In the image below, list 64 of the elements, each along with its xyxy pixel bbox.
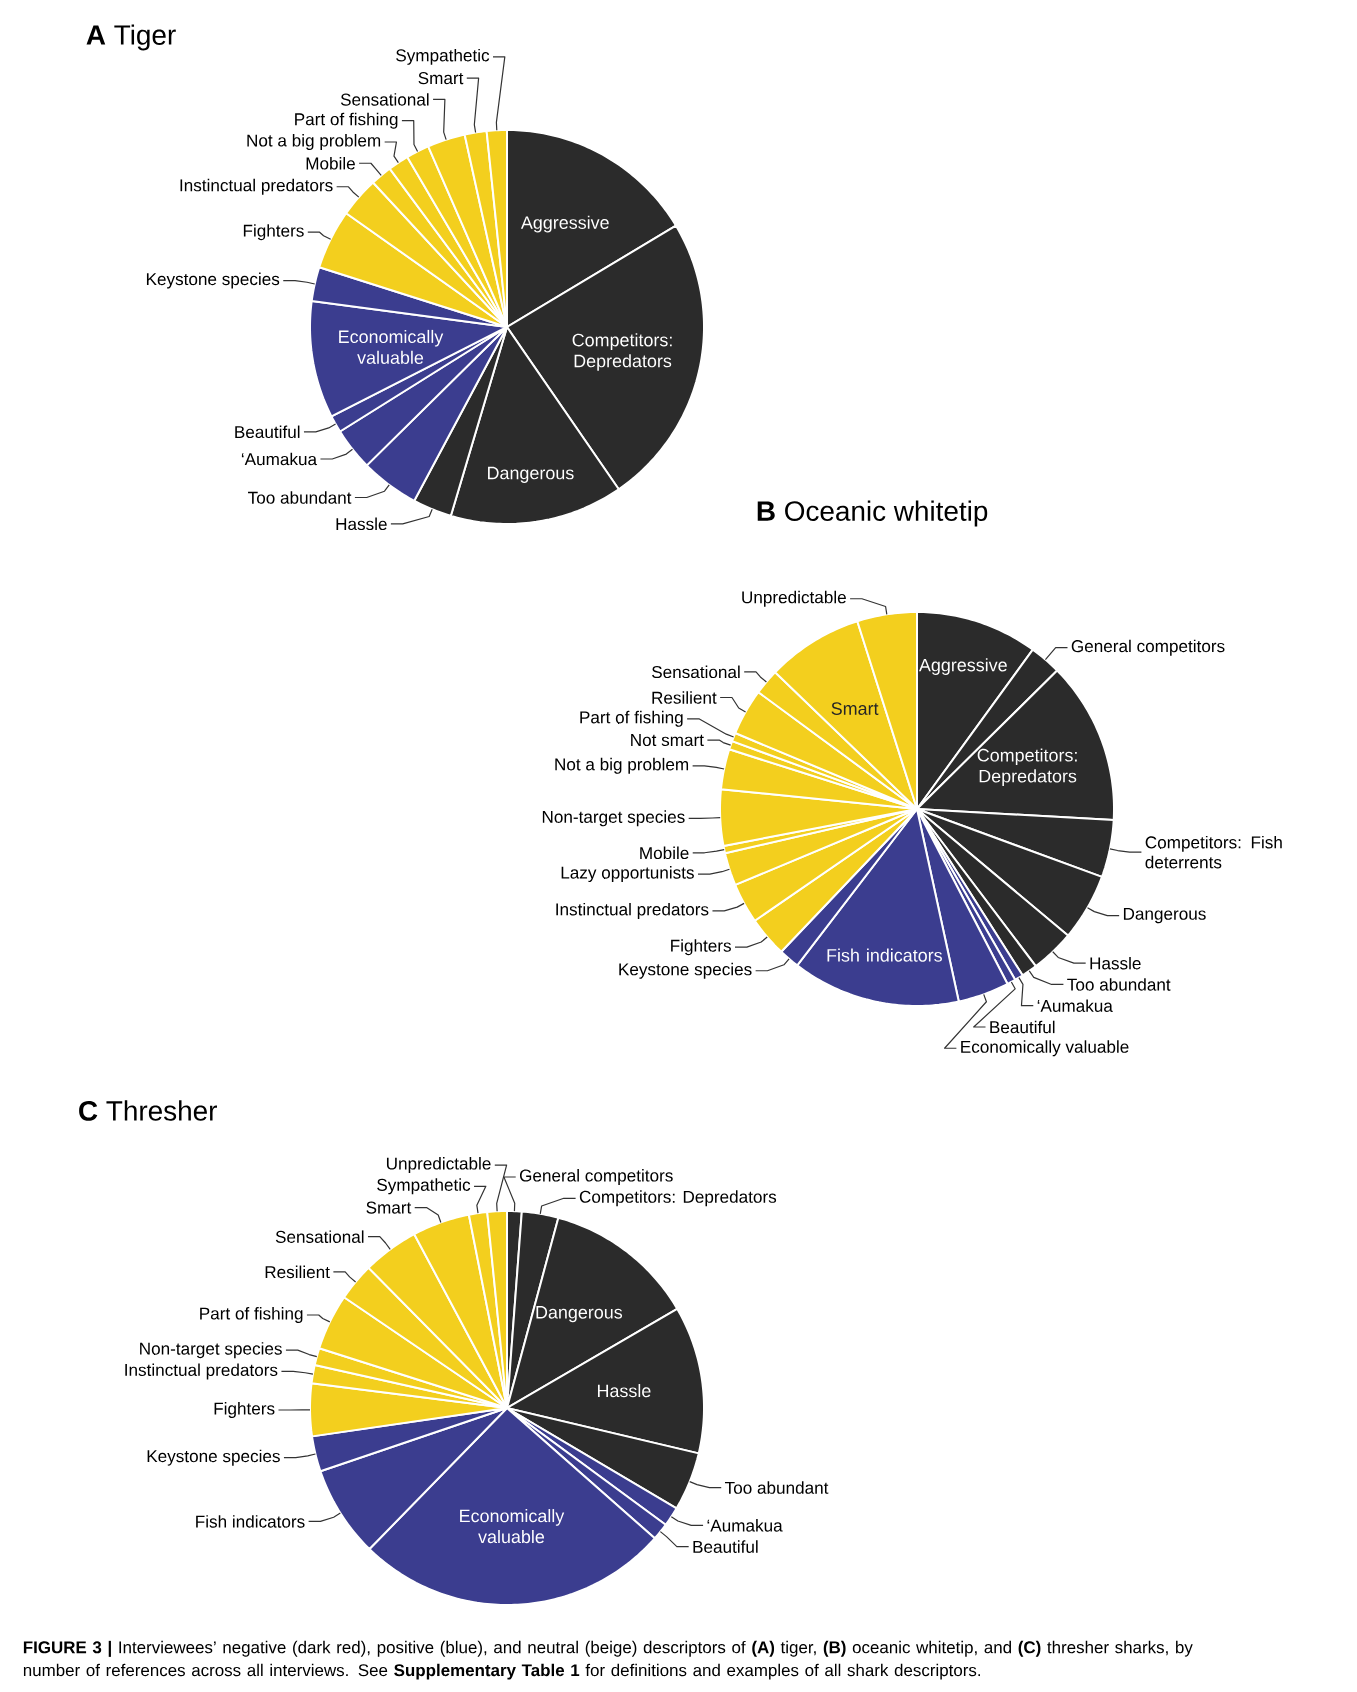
slice-label: Mobile: [640, 846, 689, 860]
slice-label: General competitors: [1071, 639, 1225, 656]
slice-label: Dangerous: [1123, 907, 1206, 924]
slice-label: Lazy opportunists: [561, 866, 694, 883]
slice-label: Resilient: [652, 691, 717, 704]
slice-label: Fighters: [243, 224, 304, 241]
slice-label: Mobile: [306, 156, 355, 170]
slice-label: Competitors: Depredators: [572, 333, 672, 371]
chart-title: B Oceanic whitetip: [757, 500, 988, 527]
slice-label: ‘Aumakua: [707, 1519, 783, 1532]
slice-label: Sensational: [652, 665, 740, 679]
slice-label: Aggressive: [520, 215, 609, 233]
slice-label: Hassle: [1090, 956, 1141, 970]
slice-label: Instinctual predators: [180, 178, 333, 195]
slice-label: Not a big problem: [247, 134, 381, 150]
slice-label: Economically valuable: [460, 1509, 565, 1544]
slice-label: Instinctual predators: [556, 902, 709, 919]
slice-label: Unpredictable: [386, 1157, 491, 1174]
slice-label: General competitors: [519, 1169, 673, 1185]
slice-label: Dangerous: [536, 1306, 623, 1323]
slice-label: Part of fishing: [580, 710, 683, 727]
slice-label: Beautiful: [990, 1020, 1055, 1034]
slice-label: Part of fishing: [200, 1307, 303, 1323]
slice-label: Instinctual predators: [125, 1363, 278, 1380]
slice-label: Too abundant: [1067, 978, 1171, 991]
slice-label: Competitors: Depredators: [977, 748, 1077, 787]
slice-label: Fighters: [214, 1402, 275, 1418]
slice-label: Fish indicators: [196, 1515, 305, 1528]
chart-title: C Thresher: [79, 1100, 217, 1121]
slice-label: Competitors: Fish deterrents: [1145, 835, 1282, 869]
chart-title: A Tiger: [86, 24, 176, 51]
slice-label: Beautiful: [235, 425, 300, 439]
slice-label: Aggressive: [918, 658, 1007, 675]
slice-label: Keystone species: [619, 962, 752, 979]
slice-label: Dangerous: [488, 466, 574, 483]
slice-label: Part of fishing: [295, 112, 398, 129]
slice-label: Smart: [418, 72, 464, 85]
slice-label: Sensational: [340, 93, 429, 106]
slice-label: ‘Aumakua: [241, 452, 318, 466]
slice-label: Too abundant: [248, 491, 352, 504]
slice-label: Not a big problem: [555, 757, 689, 774]
slice-label: Economically valuable: [961, 1040, 1129, 1057]
slice-label: Non-target species: [140, 1342, 282, 1359]
slice-label: Not smart: [631, 734, 704, 747]
slice-label: Non-target species: [542, 810, 685, 827]
slice-label: Smart: [831, 702, 879, 715]
slice-label: Resilient: [265, 1265, 330, 1279]
slice-label: Sensational: [275, 1230, 364, 1243]
slice-label: Economically valuable: [339, 329, 444, 364]
slice-label: Unpredictable: [742, 590, 846, 607]
slice-label: Keystone species: [147, 1449, 280, 1466]
slice-label: Too abundant: [724, 1481, 829, 1494]
slice-label: Smart: [366, 1201, 412, 1214]
slice-label: Keystone species: [146, 272, 280, 289]
slice-label: Fish indicators: [827, 948, 942, 962]
slice-label: Beautiful: [693, 1540, 758, 1553]
slice-label: Competitors: Depredators: [579, 1190, 777, 1207]
slice-label: Hassle: [336, 517, 387, 531]
slice-label: Hassle: [597, 1384, 651, 1398]
slice-label: Fighters: [671, 939, 731, 956]
slice-label: ‘Aumakua: [1037, 999, 1113, 1012]
slice-label: Sympathetic: [377, 1178, 471, 1195]
slice-label: Sympathetic: [396, 48, 490, 65]
text: FIGURE 3 | Interviewees’ negative (dark red), positive (blue), and neutral (beige) descriptors of (A) tiger, (B) oceanic whitetip, and (C) thresher sharks, by number of references across all interviews. See Supplementary Table 1 for definitions and examples of all shark descriptors.: [23, 1640, 1193, 1680]
